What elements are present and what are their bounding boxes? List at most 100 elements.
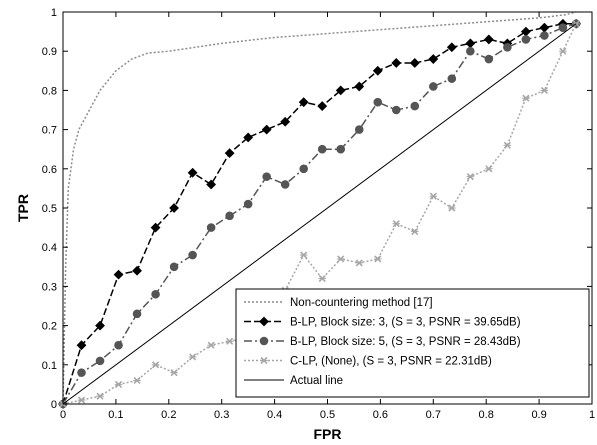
x-tick-label: 0.4 (267, 409, 282, 421)
data-point (373, 97, 383, 107)
data-point (503, 141, 512, 149)
data-point (373, 255, 382, 263)
data-point (299, 164, 308, 174)
legend: Non-countering method [17] B-LP, Block si… (235, 288, 590, 398)
legend-label: B-LP, Block size: 3, (S = 3, PSNR = 39.6… (290, 317, 521, 329)
legend-entry: Actual line (244, 375, 343, 387)
data-point (95, 320, 105, 331)
x-tick-label: 0.7 (426, 409, 441, 421)
data-point (429, 192, 438, 200)
data-point (446, 42, 457, 53)
y-tick-label: 0.8 (42, 85, 57, 97)
data-point (336, 144, 346, 154)
x-tick-label: 0.8 (479, 409, 494, 421)
data-point (206, 223, 216, 232)
data-point (150, 222, 161, 233)
legend-entry: Non-countering method [17] (244, 297, 433, 309)
data-point (410, 227, 419, 236)
data-point (243, 132, 254, 143)
data-point (448, 204, 456, 212)
data-point (169, 203, 179, 213)
data-point (114, 340, 123, 350)
data-point (354, 81, 365, 92)
y-tick-label: 0.3 (42, 281, 57, 293)
data-point (188, 250, 197, 260)
data-point (447, 74, 457, 83)
legend-label: Actual line (290, 375, 343, 387)
data-point (243, 199, 253, 209)
y-tick-label: 0.5 (42, 203, 57, 215)
series-3 (59, 20, 580, 408)
y-tick-label: 0.1 (42, 360, 57, 372)
legend-label: B-LP, Block size: 5, (S = 3, PSNR = 28.4… (290, 336, 521, 348)
x-tick-label: 0 (60, 409, 66, 421)
legend-entry: B-LP, Block size: 3, (S = 3, PSNR = 39.6… (244, 317, 521, 329)
data-point (540, 31, 549, 40)
y-tick-label: 1 (51, 7, 57, 19)
data-point (113, 269, 124, 280)
data-point (188, 353, 197, 361)
y-tick-label: 0.6 (42, 164, 57, 176)
data-point (559, 47, 567, 55)
data-point (466, 173, 475, 181)
y-tick-label: 0.7 (42, 125, 57, 137)
data-point (522, 94, 530, 102)
data-point (558, 23, 568, 32)
y-tick-label: 0 (51, 399, 57, 411)
legend-marker (260, 356, 268, 365)
x-tick-label: 1 (589, 409, 595, 421)
data-point (429, 82, 438, 91)
data-point (410, 101, 420, 111)
data-point (76, 340, 87, 351)
data-point (318, 274, 327, 283)
series-line (62, 11, 577, 405)
y-axis-title: TPR (15, 194, 31, 222)
series-line (62, 23, 577, 405)
legend-label: Non-countering method [17] (290, 297, 433, 309)
data-point (132, 309, 142, 319)
data-point (409, 58, 420, 68)
y-tick-label: 0.2 (42, 321, 57, 333)
data-point (207, 341, 215, 349)
data-point (428, 54, 439, 64)
data-point (114, 380, 123, 388)
data-point (77, 368, 86, 377)
x-tick-label: 0.3 (214, 409, 229, 421)
data-point (317, 144, 327, 154)
data-point (151, 289, 160, 299)
data-point (483, 34, 494, 45)
data-point (354, 125, 364, 134)
legend-entry: C-LP, (None), (S = 3, PSNR = 22.31dB) (244, 356, 492, 368)
series-0 (62, 11, 577, 405)
legend-entry: B-LP, Block size: 5, (S = 3, PSNR = 28.4… (244, 336, 521, 348)
data-point (391, 58, 402, 68)
data-point (261, 124, 272, 135)
data-point (170, 369, 178, 377)
legend-box (235, 288, 590, 398)
y-tick-label: 0.4 (42, 242, 57, 254)
ticks-layer: 0 0.1 0.2 0.3 0.4 0.5 0.6 0.7 0.8 0.9 1 0 0.1 0.2 0.3 0… (42, 7, 595, 421)
data-point (485, 165, 493, 173)
data-point (335, 85, 346, 96)
legend-label: C-LP, (None), (S = 3, PSNR = 22.31dB) (290, 356, 492, 368)
data-point (355, 259, 364, 267)
data-point (466, 46, 475, 56)
data-point (77, 396, 86, 404)
legend-marker (259, 316, 269, 327)
x-tick-label: 0.5 (320, 409, 335, 421)
data-point (503, 42, 512, 52)
data-point (299, 251, 308, 259)
data-point (225, 337, 234, 345)
data-point (95, 356, 105, 366)
data-point (225, 211, 234, 221)
data-point (151, 361, 160, 369)
data-point (280, 180, 290, 189)
data-point (96, 392, 104, 400)
legend-marker (259, 336, 269, 346)
x-axis-title: FPR (314, 426, 342, 442)
data-point (484, 54, 494, 64)
x-tick-label: 0.1 (108, 409, 123, 421)
data-point (187, 167, 198, 178)
data-point (336, 255, 345, 263)
